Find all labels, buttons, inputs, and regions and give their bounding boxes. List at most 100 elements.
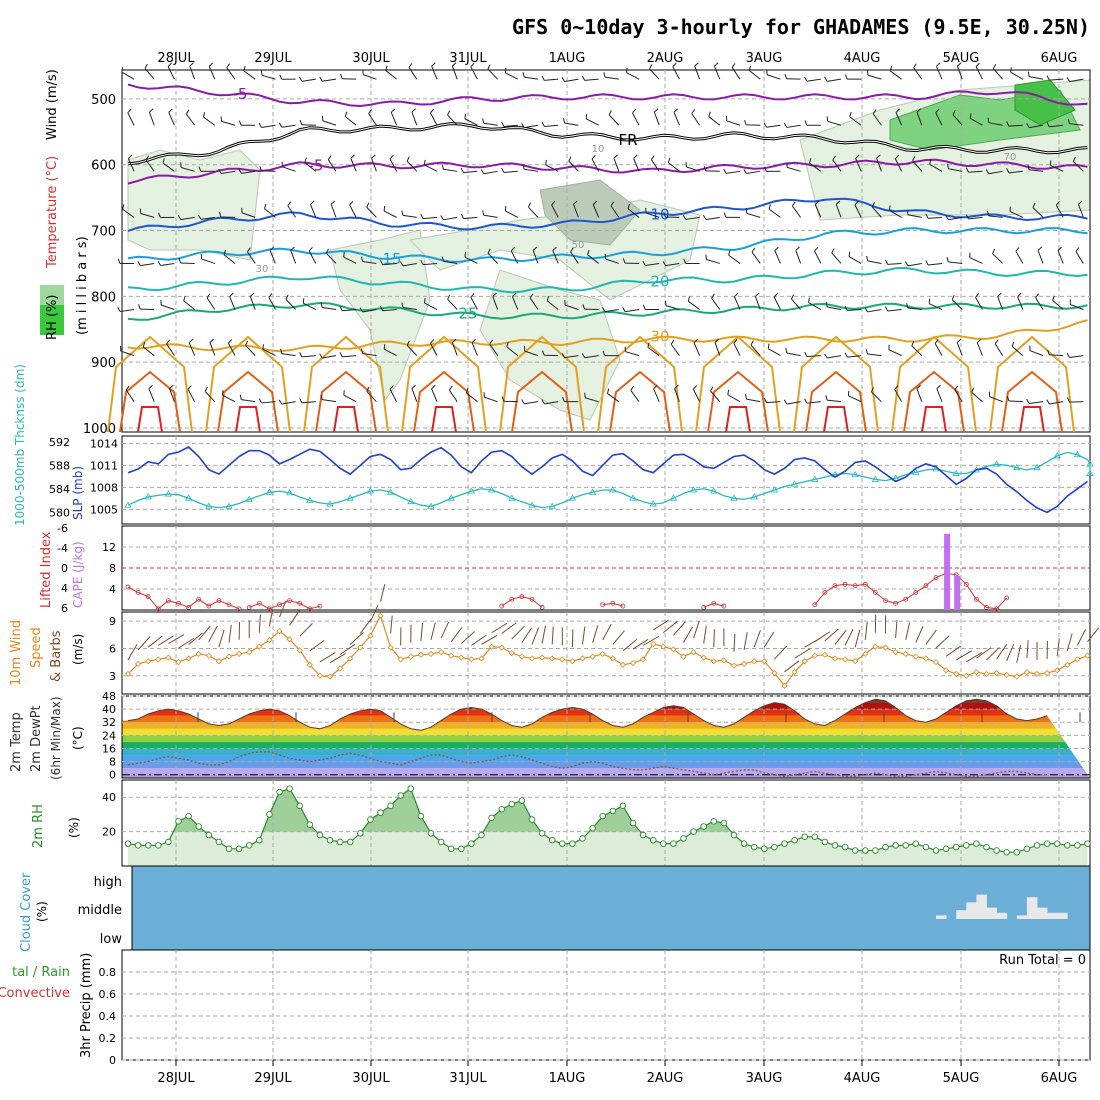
rh-marker <box>266 811 273 818</box>
wind-barb <box>125 389 135 402</box>
isotherm-40-loop <box>235 406 261 433</box>
thickness-marker <box>306 496 314 503</box>
rh-contour-label: 50 <box>572 240 585 251</box>
wind-barb-flag <box>582 304 586 310</box>
isotherm-35-loop <box>1001 370 1063 433</box>
wind-barb <box>951 299 963 310</box>
thickness-marker <box>609 486 617 493</box>
wind-barb <box>362 74 377 80</box>
wind-speed-marker <box>367 632 374 639</box>
wind-barb <box>322 307 337 311</box>
wind-speed-marker <box>811 652 818 659</box>
wind-barb-flag <box>285 294 289 300</box>
wind-barb-flag <box>344 111 348 117</box>
thickness-marker <box>912 468 920 475</box>
wind-barb-flag <box>142 341 146 348</box>
wind-barb <box>301 355 316 358</box>
wind10-barb <box>683 626 693 643</box>
wind-speed-marker <box>246 649 253 656</box>
wind-barb-flag <box>431 62 436 67</box>
wind-speed-marker <box>1054 667 1061 674</box>
wind-speed-marker <box>448 652 455 659</box>
thickness-marker <box>871 475 880 482</box>
rh-marker <box>1023 845 1031 853</box>
wind10-barb <box>541 625 546 644</box>
wind-speed-marker <box>771 669 778 677</box>
wind10-barb <box>339 643 356 655</box>
wind-barb-flag <box>420 213 424 219</box>
wind-barb-flag <box>934 339 939 344</box>
thickness-marker <box>629 494 637 501</box>
lifted-index-marker <box>155 606 161 612</box>
lifted-index-marker <box>822 590 828 595</box>
wind10-label-1: 10m Wind <box>9 620 24 686</box>
wind-barb-flag <box>790 294 795 300</box>
wind-barb <box>383 348 397 357</box>
thickness-marker <box>588 488 597 495</box>
wind-speed-marker <box>640 656 647 663</box>
rh-marker <box>367 816 374 823</box>
wind-barb <box>792 205 802 218</box>
rh-marker <box>771 843 778 851</box>
lifted-index-marker <box>974 596 979 602</box>
wind-barb <box>988 122 1003 126</box>
wind-barb-flag <box>888 205 891 211</box>
wind-barb <box>532 250 539 264</box>
wind-barb-flag <box>570 247 574 253</box>
wind-barb <box>1032 207 1044 218</box>
wind-barb-flag <box>390 108 396 113</box>
wind-barb-flag <box>895 108 900 113</box>
wind-barb-flag <box>1066 397 1070 403</box>
wind-barb-flag <box>1011 341 1015 347</box>
wind-barb-flag <box>965 167 969 173</box>
wind-barb <box>241 212 256 218</box>
temperature-band <box>122 715 1090 723</box>
wind-barb <box>849 116 862 126</box>
wind-barb-flag <box>1015 247 1020 252</box>
wind-speed-marker <box>377 612 384 619</box>
thickness-marker <box>1013 463 1021 471</box>
wind-barb-flag <box>808 297 810 303</box>
wind-barb <box>968 216 983 220</box>
wind-barb-flag <box>167 62 172 67</box>
wind-barb <box>645 262 660 267</box>
wind-barb-flag <box>561 77 566 82</box>
wind10-barb <box>814 631 831 643</box>
wind-barb-flag <box>642 260 646 266</box>
thickness-marker <box>225 502 233 509</box>
wind-barb <box>544 78 559 81</box>
wind10-label-2: Speed <box>29 627 44 668</box>
isotherm-freeze-core <box>127 123 1088 165</box>
wind-barb <box>301 78 316 82</box>
wind-barb <box>613 158 620 172</box>
wind-barb-flag <box>1072 156 1076 162</box>
wind-barb-flag <box>204 386 208 392</box>
isotherm-line <box>127 158 1088 185</box>
wind-speed-marker <box>488 643 495 650</box>
wind-barb <box>726 170 741 174</box>
wind-barb-flag <box>911 341 915 347</box>
wind10-barb <box>1076 629 1087 646</box>
rh-tick: 40 <box>102 791 116 804</box>
precip-tick: 0.6 <box>99 988 117 1001</box>
wind-barb-flag <box>783 122 788 128</box>
wind10-barb <box>844 629 854 646</box>
wind-barb <box>746 212 761 218</box>
bottom-date-label: 6AUG <box>1041 1071 1078 1086</box>
wind-barb <box>443 260 458 264</box>
wind10-barb <box>168 634 185 644</box>
wind-barb <box>261 401 276 404</box>
wind-barb <box>728 254 741 264</box>
wind-barb-flag <box>848 251 851 257</box>
wind-barb-flag <box>441 164 444 170</box>
rh-marker <box>670 840 677 847</box>
wind10-barb <box>158 635 174 646</box>
wind-barb <box>303 302 317 310</box>
wind-barb <box>827 306 842 311</box>
wind-barb-flag <box>541 121 545 127</box>
lifted-index-marker <box>721 603 727 609</box>
wind-barb <box>470 296 478 310</box>
wind-barb <box>936 388 943 402</box>
wind-barb <box>1010 71 1024 80</box>
wind10-barb <box>501 622 517 634</box>
